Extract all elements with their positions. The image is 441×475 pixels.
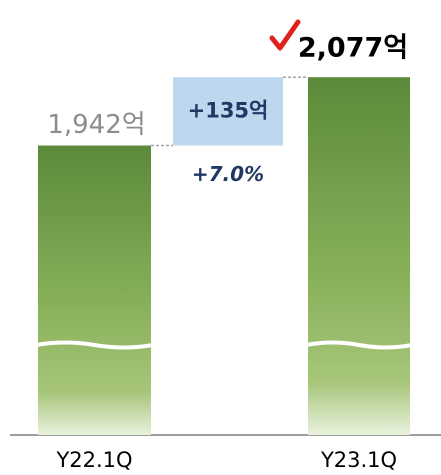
change-label: +135억 xyxy=(188,98,269,122)
bar xyxy=(38,145,151,435)
value-label: 2,077억 xyxy=(298,33,408,64)
x-tick-label: Y22.1Q xyxy=(55,448,132,472)
axis-break xyxy=(305,340,413,350)
check-icon xyxy=(269,19,301,51)
x-tick-label: Y23.1Q xyxy=(320,448,397,472)
axis-break xyxy=(35,340,154,350)
bar xyxy=(308,77,410,435)
change-box xyxy=(173,77,283,146)
value-label: 1,942억 xyxy=(47,110,145,140)
change-pct-label: +7.0% xyxy=(192,162,264,186)
